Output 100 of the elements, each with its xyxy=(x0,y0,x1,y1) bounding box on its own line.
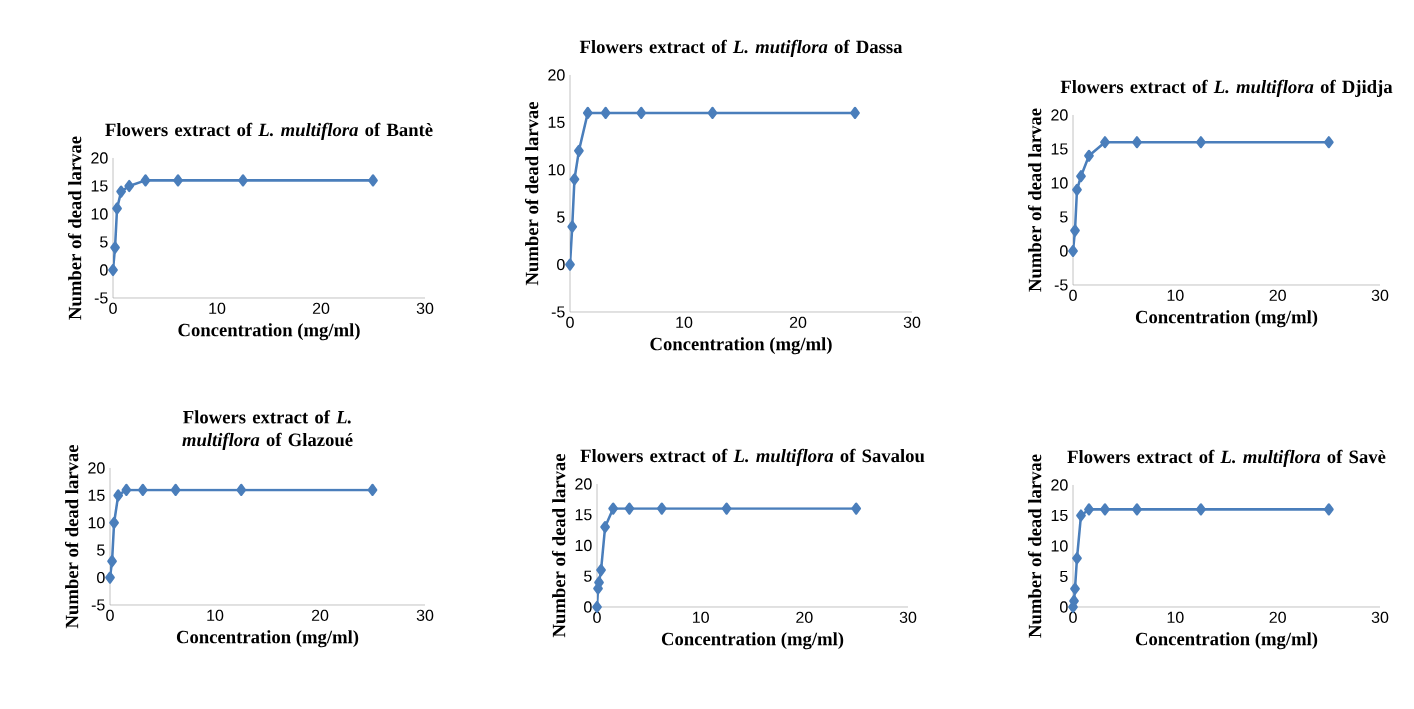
point xyxy=(600,106,611,119)
point xyxy=(567,220,578,233)
point xyxy=(105,571,115,584)
x-tick-label: 0 xyxy=(109,302,117,315)
x-tick-label: 30 xyxy=(903,316,921,329)
point xyxy=(600,520,610,534)
point xyxy=(140,174,151,187)
x-tick-label: 30 xyxy=(899,611,917,624)
x-tick-label: 0 xyxy=(1069,611,1077,624)
y-tick-label: 0 xyxy=(584,601,592,613)
y-tick-label: 0 xyxy=(1060,601,1068,613)
y-tick-label: 0 xyxy=(100,264,108,276)
y-tick-label: 10 xyxy=(548,164,565,176)
point xyxy=(113,489,124,502)
y-tick-label: 0 xyxy=(557,258,565,271)
y-axis-title: Number of dead larvae xyxy=(551,453,566,638)
point xyxy=(569,173,580,186)
point xyxy=(721,502,732,515)
y-tick-label: 5 xyxy=(100,236,108,248)
x-tick-label: 10 xyxy=(207,609,224,622)
point xyxy=(173,174,183,187)
point xyxy=(707,106,718,119)
y-tick-label: 20 xyxy=(91,152,108,164)
point xyxy=(1070,582,1080,595)
point xyxy=(367,483,378,496)
point xyxy=(170,483,181,496)
point xyxy=(121,483,132,496)
x-tick-label: 20 xyxy=(1269,611,1286,624)
point xyxy=(565,258,575,271)
point xyxy=(109,516,119,529)
point xyxy=(1072,552,1082,565)
chart-title: Flowers extract of L. multiflora of Djidja xyxy=(1060,79,1393,97)
point xyxy=(850,106,860,119)
point xyxy=(1100,503,1110,516)
point xyxy=(1070,224,1080,237)
point xyxy=(1132,503,1142,516)
y-axis-title: Number of dead larvae xyxy=(67,136,82,320)
point xyxy=(236,483,247,496)
y-tick-label: 20 xyxy=(88,462,105,474)
x-tick-label: 30 xyxy=(416,302,434,315)
x-tick-label: 20 xyxy=(312,302,330,315)
point xyxy=(108,263,118,277)
point xyxy=(368,174,378,187)
point xyxy=(636,106,647,119)
y-axis-title: Number of dead larvae xyxy=(1027,108,1042,292)
y-tick-label: -5 xyxy=(551,306,565,318)
y-tick-label: -5 xyxy=(94,292,108,304)
y-tick-label: 20 xyxy=(548,69,565,81)
y-tick-label: 15 xyxy=(1051,509,1068,522)
y-tick-label: 20 xyxy=(1051,479,1068,491)
point xyxy=(1196,503,1206,516)
x-tick-label: 10 xyxy=(1167,289,1184,302)
x-axis-title: Concentration (mg/ml) xyxy=(1135,632,1318,650)
point xyxy=(624,502,635,515)
y-tick-label: 0 xyxy=(1060,245,1068,257)
y-tick-label: 5 xyxy=(1060,570,1068,583)
point xyxy=(851,502,862,515)
point xyxy=(596,564,606,577)
point xyxy=(1072,183,1082,196)
point xyxy=(110,241,120,254)
chart-title: Flowers extract of L. multiflora of Savalou xyxy=(580,448,925,466)
y-tick-label: 10 xyxy=(88,517,105,529)
x-tick-label: 20 xyxy=(1269,289,1286,302)
point xyxy=(107,555,117,568)
y-tick-label: 15 xyxy=(575,509,592,521)
y-tick-label: 15 xyxy=(91,180,108,192)
y-tick-label: 10 xyxy=(575,539,592,552)
x-axis-title: Concentration (mg/ml) xyxy=(176,630,359,648)
x-tick-label: 0 xyxy=(566,316,574,329)
x-tick-label: 20 xyxy=(796,611,813,624)
y-tick-label: 20 xyxy=(575,478,592,490)
point xyxy=(1076,170,1086,183)
y-tick-label: 10 xyxy=(1051,177,1068,189)
x-tick-label: 10 xyxy=(692,611,709,624)
x-tick-label: 10 xyxy=(209,302,226,315)
x-axis-title: Concentration (mg/ml) xyxy=(661,632,844,650)
x-tick-label: 0 xyxy=(1069,289,1077,302)
y-tick-label: 5 xyxy=(584,570,592,582)
x-axis-title: Concentration (mg/ml) xyxy=(650,337,832,355)
x-tick-label: 20 xyxy=(789,316,807,329)
point xyxy=(137,483,148,496)
x-tick-label: 10 xyxy=(1167,611,1184,624)
point xyxy=(1323,136,1334,149)
y-tick-label: 10 xyxy=(1051,540,1068,552)
chart-title: Flowers extract of L. mutiflora of Dassa xyxy=(579,39,903,57)
point xyxy=(582,106,593,119)
y-tick-label: 20 xyxy=(1051,109,1068,121)
x-tick-label: 30 xyxy=(1371,289,1389,302)
y-tick-label: 0 xyxy=(97,571,105,584)
point xyxy=(124,179,135,193)
point xyxy=(238,174,248,187)
point xyxy=(608,502,619,515)
point xyxy=(112,202,122,215)
x-tick-label: 10 xyxy=(676,316,693,329)
point xyxy=(1196,136,1206,149)
x-axis-title: Concentration (mg/ml) xyxy=(178,323,360,341)
point xyxy=(116,185,126,198)
y-tick-label: 5 xyxy=(557,211,565,223)
point xyxy=(1132,136,1142,149)
chart-title: Flowers extract of L. multiflora of Glazoué xyxy=(182,410,353,450)
